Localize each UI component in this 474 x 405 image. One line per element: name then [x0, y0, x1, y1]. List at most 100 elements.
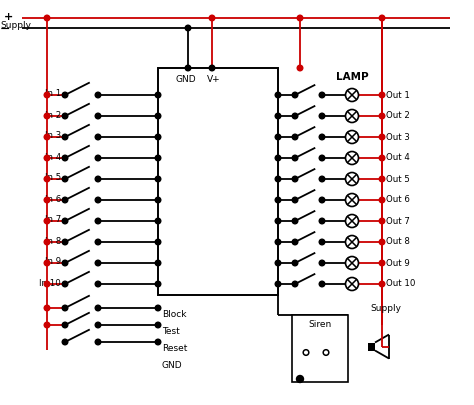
Circle shape — [155, 176, 161, 182]
Circle shape — [379, 155, 385, 161]
Text: In 3: In 3 — [45, 132, 61, 141]
Circle shape — [44, 15, 50, 21]
Text: −: − — [0, 23, 10, 36]
Circle shape — [209, 65, 215, 71]
Circle shape — [95, 322, 101, 328]
Circle shape — [185, 25, 191, 31]
Circle shape — [297, 15, 303, 21]
Circle shape — [292, 155, 298, 161]
Text: In 7: In 7 — [45, 215, 61, 224]
Text: In 1: In 1 — [45, 90, 61, 98]
Circle shape — [95, 155, 101, 161]
Circle shape — [292, 197, 298, 203]
Circle shape — [275, 92, 281, 98]
Circle shape — [379, 281, 385, 287]
Bar — [292, 315, 348, 382]
Circle shape — [44, 218, 50, 224]
Circle shape — [155, 134, 161, 140]
Circle shape — [155, 197, 161, 203]
Circle shape — [155, 155, 161, 161]
Circle shape — [95, 339, 101, 345]
Circle shape — [292, 281, 298, 287]
Circle shape — [209, 15, 215, 21]
Circle shape — [155, 92, 161, 98]
Text: Out 9: Out 9 — [386, 258, 410, 267]
Circle shape — [44, 134, 50, 140]
Circle shape — [275, 260, 281, 266]
Circle shape — [62, 134, 68, 140]
Circle shape — [155, 281, 161, 287]
Circle shape — [155, 322, 161, 328]
Text: Out 2: Out 2 — [386, 111, 410, 121]
Circle shape — [292, 134, 298, 140]
Circle shape — [275, 197, 281, 203]
Circle shape — [44, 155, 50, 161]
Circle shape — [379, 239, 385, 245]
Circle shape — [155, 113, 161, 119]
Text: Out 8: Out 8 — [386, 237, 410, 247]
Circle shape — [275, 218, 281, 224]
Circle shape — [155, 305, 161, 311]
Text: GND: GND — [162, 361, 182, 370]
Circle shape — [292, 92, 298, 98]
Circle shape — [155, 239, 161, 245]
Circle shape — [319, 197, 325, 203]
Circle shape — [95, 305, 101, 311]
Circle shape — [62, 281, 68, 287]
Circle shape — [292, 176, 298, 182]
Circle shape — [379, 15, 385, 21]
Circle shape — [297, 375, 303, 382]
Text: In 6: In 6 — [45, 194, 61, 203]
Text: GND: GND — [176, 75, 196, 84]
Text: In 9: In 9 — [45, 258, 61, 266]
Circle shape — [185, 65, 191, 71]
Circle shape — [62, 239, 68, 245]
Circle shape — [95, 281, 101, 287]
Circle shape — [319, 92, 325, 98]
Circle shape — [319, 176, 325, 182]
Circle shape — [297, 65, 303, 71]
Circle shape — [44, 197, 50, 203]
Text: LAMP: LAMP — [336, 72, 368, 82]
Circle shape — [62, 218, 68, 224]
Text: Supply: Supply — [0, 21, 31, 30]
Circle shape — [275, 113, 281, 119]
Circle shape — [319, 134, 325, 140]
Circle shape — [44, 305, 50, 311]
Circle shape — [95, 218, 101, 224]
Text: In 2: In 2 — [45, 111, 61, 119]
Circle shape — [44, 113, 50, 119]
Text: Out 10: Out 10 — [386, 279, 415, 288]
Circle shape — [319, 239, 325, 245]
Text: In 8: In 8 — [45, 237, 61, 245]
Circle shape — [62, 260, 68, 266]
Circle shape — [95, 239, 101, 245]
Circle shape — [62, 339, 68, 345]
Circle shape — [95, 197, 101, 203]
Circle shape — [95, 176, 101, 182]
Text: Out 6: Out 6 — [386, 196, 410, 205]
Text: +: + — [4, 12, 13, 22]
Text: In 10: In 10 — [39, 279, 61, 288]
Circle shape — [292, 239, 298, 245]
Circle shape — [292, 218, 298, 224]
Circle shape — [62, 113, 68, 119]
Circle shape — [44, 260, 50, 266]
Circle shape — [95, 134, 101, 140]
Text: Reset: Reset — [162, 344, 187, 353]
Bar — [368, 343, 375, 350]
Circle shape — [292, 113, 298, 119]
Circle shape — [95, 92, 101, 98]
Circle shape — [379, 260, 385, 266]
Circle shape — [275, 239, 281, 245]
Circle shape — [62, 305, 68, 311]
Text: Out 4: Out 4 — [386, 153, 410, 162]
Circle shape — [379, 113, 385, 119]
Circle shape — [379, 197, 385, 203]
Circle shape — [319, 260, 325, 266]
Text: Out 7: Out 7 — [386, 217, 410, 226]
Circle shape — [379, 92, 385, 98]
Circle shape — [44, 322, 50, 328]
Text: Out 3: Out 3 — [386, 132, 410, 141]
Text: V+: V+ — [207, 75, 221, 84]
